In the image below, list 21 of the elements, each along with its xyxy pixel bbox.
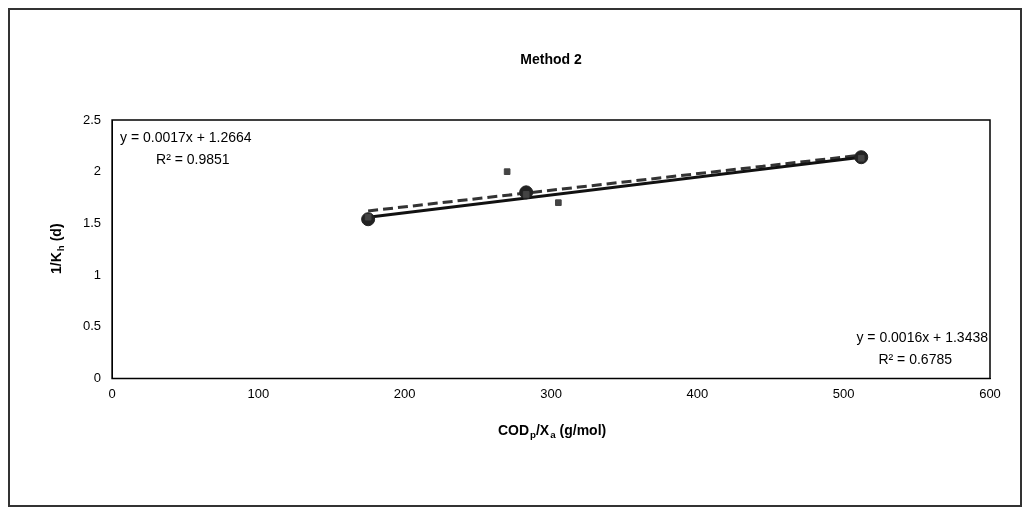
y-tick-label: 0 bbox=[93, 369, 102, 385]
point bbox=[503, 168, 511, 176]
annotation: R² = 0.6785 bbox=[878, 351, 953, 368]
x-tick-label: 500 bbox=[832, 385, 855, 401]
annotation: y = 0.0016x + 1.3438 bbox=[856, 329, 989, 346]
y-tick-label: 2.5 bbox=[82, 111, 102, 127]
y-tick-label: 1.5 bbox=[82, 214, 102, 230]
chart-title: Method 2 bbox=[520, 50, 582, 67]
point bbox=[555, 199, 562, 207]
x-tick-label: 300 bbox=[540, 385, 562, 401]
y-tick-label: 1 bbox=[93, 266, 102, 282]
annotation: R² = 0.9851 bbox=[156, 150, 230, 167]
x-tick-label: 600 bbox=[979, 385, 1001, 401]
x-tick-label: 100 bbox=[247, 385, 270, 401]
annotation: y = 0.0017x + 1.2664 bbox=[120, 128, 252, 145]
x-tick-label: 400 bbox=[686, 385, 709, 401]
x-tick-label: 200 bbox=[393, 385, 416, 401]
y-tick-label: 0.5 bbox=[82, 318, 102, 334]
x-tick-label: 0 bbox=[108, 385, 116, 401]
y-tick-label: 2 bbox=[93, 163, 102, 179]
y-axis-title: 1/Kh (d) bbox=[47, 223, 66, 274]
